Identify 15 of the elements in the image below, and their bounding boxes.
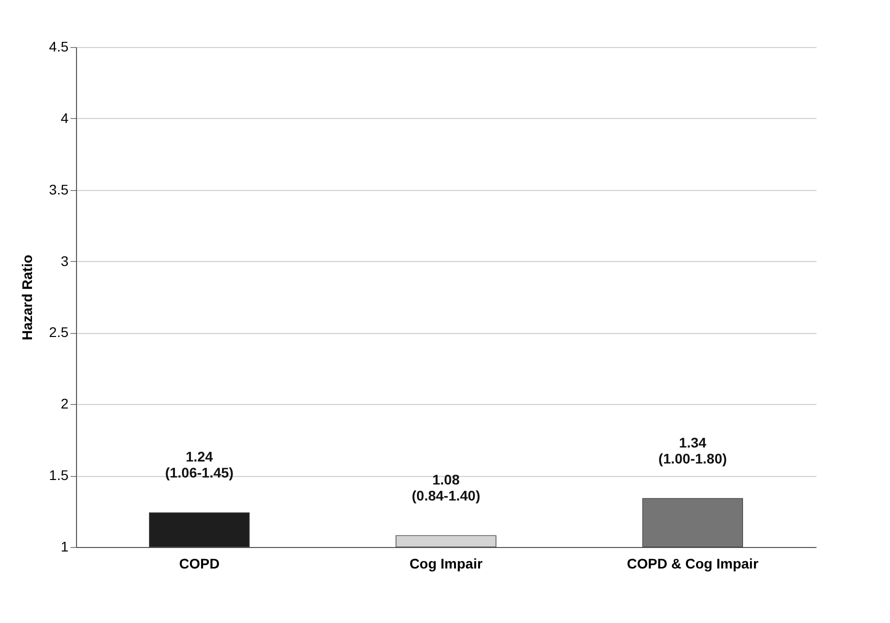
data-label: 1.24 (1.06-1.45) [165,448,234,481]
y-tick-label: 4.5 [49,38,69,54]
y-tick-label: 3 [60,252,69,269]
x-tick-label: Cog Impair [409,556,484,572]
y-tick-label: 1.5 [49,467,69,484]
data-label: 1.34 (1.00-1.80) [658,434,727,466]
y-tick-label: 1 [60,538,69,554]
x-tick-label: COPD & Cog Impair [626,556,759,572]
y-axis-title: Hazard Ratio [19,254,36,340]
y-tick-label: 2 [60,396,69,412]
y-tick-label: 4 [60,110,69,126]
y-tick-label: 2.5 [49,324,69,340]
y-tick-label: 3.5 [49,181,69,198]
x-tick-label: COPD [179,556,220,572]
data-label: 1.08 (0.84-1.40) [412,472,480,504]
